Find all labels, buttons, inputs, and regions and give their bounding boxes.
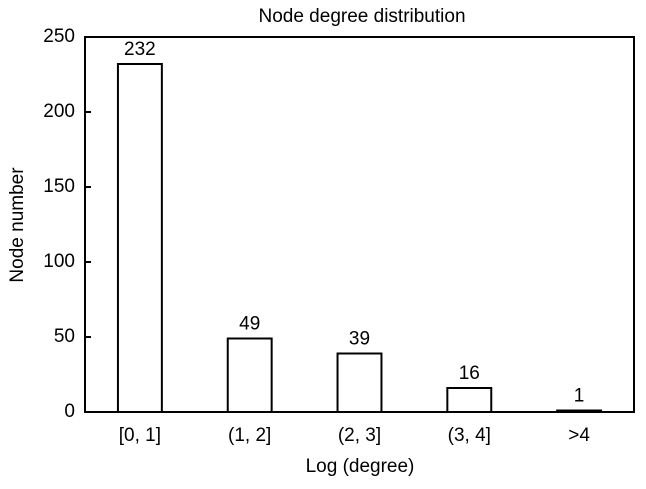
- bar: [116, 63, 163, 413]
- data-label: 16: [459, 363, 480, 384]
- x-axis-label: Log (degree): [306, 456, 415, 477]
- x-tick-label: (3, 4]: [448, 425, 491, 446]
- chart-title: Node degree distribution: [258, 6, 465, 27]
- x-tick-label: (2, 3]: [338, 425, 381, 446]
- x-tick-label: [0, 1]: [119, 425, 161, 446]
- y-tick-label: 200: [43, 101, 75, 122]
- bar: [556, 409, 603, 413]
- data-label: 1: [574, 386, 585, 407]
- data-label: 39: [349, 329, 370, 350]
- y-tick-label: 150: [43, 176, 75, 197]
- x-tick-label: >4: [568, 425, 590, 446]
- y-tick-label: 100: [43, 251, 75, 272]
- bar: [446, 387, 493, 413]
- y-tick-label: 50: [54, 326, 75, 347]
- x-tick-label: (1, 2]: [228, 425, 271, 446]
- data-label: 232: [124, 39, 156, 60]
- y-axis-label: Node number: [7, 167, 28, 283]
- y-tick-label: 250: [43, 26, 75, 47]
- data-label: 49: [239, 314, 260, 335]
- y-tick-label: 0: [64, 401, 75, 422]
- bar: [336, 352, 383, 413]
- bar: [226, 337, 273, 413]
